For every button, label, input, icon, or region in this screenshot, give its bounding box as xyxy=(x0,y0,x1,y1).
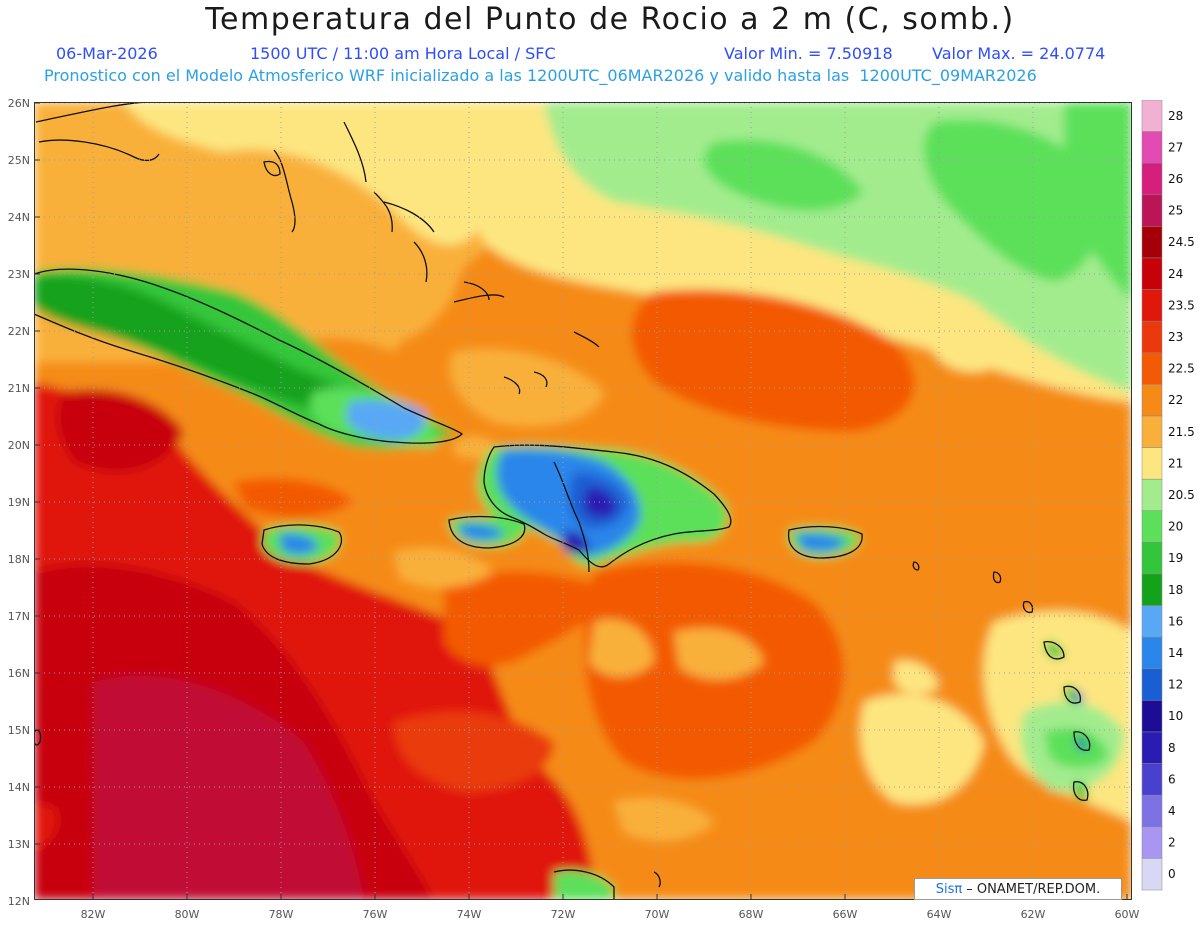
legend-swatch xyxy=(1141,542,1163,575)
legend-label: 10 xyxy=(1168,709,1183,723)
lon-label: 66W xyxy=(833,908,858,921)
legend-swatch xyxy=(1141,415,1163,448)
forecast-date: 06-Mar-2026 xyxy=(56,44,158,63)
legend-swatch xyxy=(1141,826,1163,859)
lon-label: 80W xyxy=(175,908,200,921)
max-value: Valor Max. = 24.0774 xyxy=(932,44,1106,63)
credit-text: – ONAMET/REP.DOM. xyxy=(966,881,1101,897)
legend-label: 21.5 xyxy=(1168,425,1195,439)
color-legend: 2827262524.52423.52322.52221.52120.52019… xyxy=(1141,100,1195,891)
credit-box: Sisπ – ONAMET/REP.DOM. xyxy=(914,878,1122,900)
lat-label: 25N xyxy=(8,154,30,167)
lon-label: 64W xyxy=(927,908,952,921)
dewpoint-field xyxy=(33,101,1132,902)
lon-label: 74W xyxy=(457,908,482,921)
legend-label: 27 xyxy=(1168,140,1183,154)
model-info: Pronostico con el Modelo Atmosferico WRF… xyxy=(44,66,1037,85)
legend-swatch xyxy=(1141,257,1163,290)
legend-label: 28 xyxy=(1168,109,1183,123)
lon-label: 68W xyxy=(739,908,764,921)
legend-swatch xyxy=(1141,447,1163,480)
legend-swatch xyxy=(1141,289,1163,322)
legend-label: 24.5 xyxy=(1168,235,1195,249)
legend-swatch xyxy=(1141,794,1163,828)
legend-label: 20.5 xyxy=(1168,488,1195,502)
legend-swatch xyxy=(1141,131,1163,164)
legend-label: 22 xyxy=(1168,393,1183,407)
chart-title: Temperatura del Punto de Rocio a 2 m (C,… xyxy=(205,2,1015,37)
lat-label: 22N xyxy=(8,325,30,338)
legend-swatch xyxy=(1141,668,1163,701)
lat-label: 17N xyxy=(8,610,30,623)
lon-label: 70W xyxy=(645,908,670,921)
legend-swatch xyxy=(1141,226,1163,259)
legend-label: 16 xyxy=(1168,614,1183,628)
legend-label: 22.5 xyxy=(1168,362,1195,376)
lon-label: 72W xyxy=(551,908,576,921)
legend-swatch xyxy=(1141,352,1163,385)
legend-label: 4 xyxy=(1168,804,1176,818)
legend-swatch xyxy=(1141,194,1163,227)
legend-label: 26 xyxy=(1168,172,1183,186)
legend-label: 6 xyxy=(1168,772,1176,786)
legend-swatch xyxy=(1141,636,1163,670)
legend-swatch xyxy=(1141,320,1163,354)
legend-label: 20 xyxy=(1168,520,1183,534)
legend-label: 24 xyxy=(1168,267,1183,281)
lon-label: 60W xyxy=(1115,908,1140,921)
lat-label: 13N xyxy=(8,838,30,851)
lat-label: 23N xyxy=(8,268,30,281)
legend-label: 2 xyxy=(1168,836,1176,850)
lon-label: 78W xyxy=(269,908,294,921)
lat-label: 14N xyxy=(8,781,30,794)
min-value: Valor Min. = 7.50918 xyxy=(724,44,893,63)
legend-swatch xyxy=(1141,478,1163,512)
legend-swatch xyxy=(1141,573,1163,606)
legend-label: 18 xyxy=(1168,583,1183,597)
lat-label: 19N xyxy=(8,496,30,509)
legend-swatch xyxy=(1141,605,1163,638)
lat-label: 12N xyxy=(8,895,30,908)
legend-swatch xyxy=(1141,763,1163,796)
legend-swatch xyxy=(1141,731,1163,764)
legend-label: 25 xyxy=(1168,204,1183,218)
lat-label: 20N xyxy=(8,439,30,452)
lat-label: 21N xyxy=(8,382,30,395)
legend-swatch xyxy=(1141,700,1163,733)
legend-label: 21 xyxy=(1168,456,1183,470)
legend-swatch xyxy=(1141,100,1163,132)
lat-label: 26N xyxy=(8,97,30,110)
legend-swatch xyxy=(1141,510,1163,543)
legend-swatch xyxy=(1141,384,1163,417)
lon-label: 82W xyxy=(81,908,106,921)
legend-label: 12 xyxy=(1168,678,1183,692)
lon-label: 62W xyxy=(1021,908,1046,921)
weather-map xyxy=(33,101,1132,902)
lon-label: 76W xyxy=(363,908,388,921)
lat-label: 18N xyxy=(8,553,30,566)
legend-swatch xyxy=(1141,162,1163,196)
sis-logo-text: Sisπ xyxy=(935,881,963,897)
lat-label: 24N xyxy=(8,211,30,224)
lat-label: 16N xyxy=(8,667,30,680)
legend-label: 23.5 xyxy=(1168,298,1195,312)
legend-swatch xyxy=(1141,858,1163,891)
forecast-time: 1500 UTC / 11:00 am Hora Local / SFC xyxy=(250,44,556,63)
legend-label: 0 xyxy=(1168,867,1176,881)
legend-label: 14 xyxy=(1168,646,1183,660)
legend-label: 23 xyxy=(1168,330,1183,344)
legend-label: 19 xyxy=(1168,551,1183,565)
lat-label: 15N xyxy=(8,724,30,737)
legend-label: 8 xyxy=(1168,741,1176,755)
